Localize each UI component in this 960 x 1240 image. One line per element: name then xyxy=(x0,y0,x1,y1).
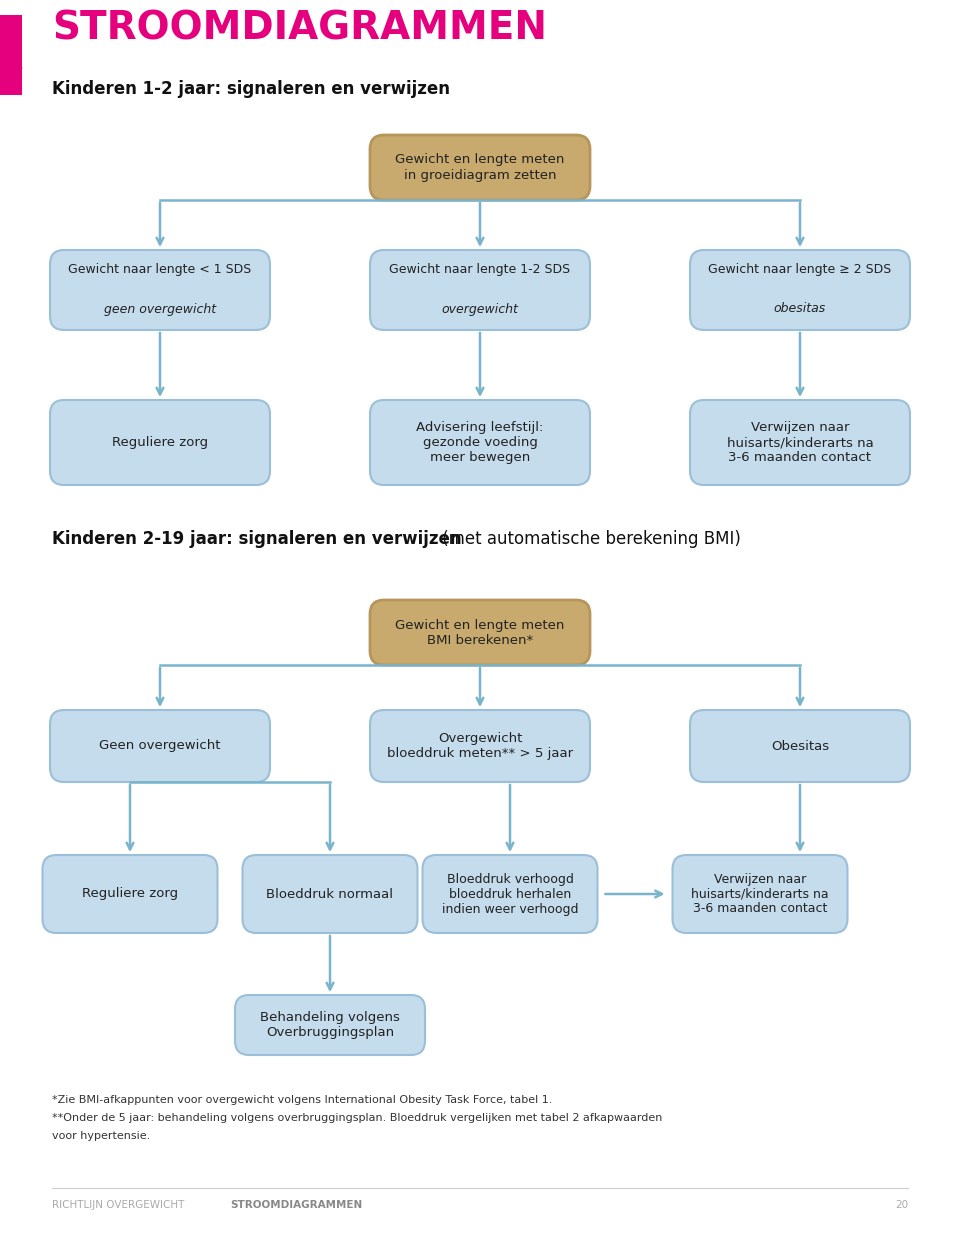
FancyBboxPatch shape xyxy=(370,250,590,330)
Text: Reguliere zorg: Reguliere zorg xyxy=(82,888,178,900)
FancyBboxPatch shape xyxy=(50,250,270,330)
FancyBboxPatch shape xyxy=(690,250,910,330)
Text: 20: 20 xyxy=(895,1200,908,1210)
Text: Kinderen 2-19 jaar: signaleren en verwijzen: Kinderen 2-19 jaar: signaleren en verwij… xyxy=(52,529,462,548)
FancyBboxPatch shape xyxy=(370,711,590,782)
FancyBboxPatch shape xyxy=(370,401,590,485)
Text: obesitas: obesitas xyxy=(774,303,827,315)
Text: voor hypertensie.: voor hypertensie. xyxy=(52,1131,151,1141)
FancyBboxPatch shape xyxy=(370,600,590,665)
FancyBboxPatch shape xyxy=(235,994,425,1055)
Text: Gewicht en lengte meten
in groeidiagram zetten: Gewicht en lengte meten in groeidiagram … xyxy=(396,154,564,181)
Text: *Zie BMI-afkappunten voor overgewicht volgens International Obesity Task Force, : *Zie BMI-afkappunten voor overgewicht vo… xyxy=(52,1095,552,1105)
FancyBboxPatch shape xyxy=(690,711,910,782)
Text: Verwijzen naar
huisarts/kinderarts na
3-6 maanden contact: Verwijzen naar huisarts/kinderarts na 3-… xyxy=(727,422,874,464)
Text: Gewicht naar lengte < 1 SDS: Gewicht naar lengte < 1 SDS xyxy=(68,264,252,277)
FancyBboxPatch shape xyxy=(50,401,270,485)
Text: Kinderen 1-2 jaar: signaleren en verwijzen: Kinderen 1-2 jaar: signaleren en verwijz… xyxy=(52,81,450,98)
FancyBboxPatch shape xyxy=(50,711,270,782)
Text: Geen overgewicht: Geen overgewicht xyxy=(99,739,221,753)
Text: Overgewicht
bloeddruk meten** > 5 jaar: Overgewicht bloeddruk meten** > 5 jaar xyxy=(387,732,573,760)
FancyBboxPatch shape xyxy=(370,135,590,200)
Text: Bloeddruk normaal: Bloeddruk normaal xyxy=(267,888,394,900)
FancyBboxPatch shape xyxy=(42,856,218,932)
Text: Gewicht naar lengte ≥ 2 SDS: Gewicht naar lengte ≥ 2 SDS xyxy=(708,264,892,277)
Text: Verwijzen naar
huisarts/kinderarts na
3-6 maanden contact: Verwijzen naar huisarts/kinderarts na 3-… xyxy=(691,873,828,915)
Text: STROOMDIAGRAMMEN: STROOMDIAGRAMMEN xyxy=(52,10,547,48)
Text: overgewicht: overgewicht xyxy=(442,303,518,315)
Text: STROOMDIAGRAMMEN: STROOMDIAGRAMMEN xyxy=(230,1200,362,1210)
Text: RICHTLIJN OVERGEWICHT: RICHTLIJN OVERGEWICHT xyxy=(52,1200,184,1210)
Text: **Onder de 5 jaar: behandeling volgens overbruggingsplan. Bloeddruk vergelijken : **Onder de 5 jaar: behandeling volgens o… xyxy=(52,1114,662,1123)
Text: Bloeddruk verhoogd
bloeddruk herhalen
indien weer verhoogd: Bloeddruk verhoogd bloeddruk herhalen in… xyxy=(442,873,578,915)
FancyBboxPatch shape xyxy=(422,856,597,932)
FancyBboxPatch shape xyxy=(0,15,22,95)
Text: Advisering leefstijl:
gezonde voeding
meer bewegen: Advisering leefstijl: gezonde voeding me… xyxy=(417,422,543,464)
Text: Obesitas: Obesitas xyxy=(771,739,829,753)
Text: geen overgewicht: geen overgewicht xyxy=(104,303,216,315)
FancyBboxPatch shape xyxy=(673,856,848,932)
Polygon shape xyxy=(0,55,22,82)
Text: (met automatische berekening BMI): (met automatische berekening BMI) xyxy=(437,529,741,548)
Text: Gewicht en lengte meten
BMI berekenen*: Gewicht en lengte meten BMI berekenen* xyxy=(396,619,564,646)
FancyBboxPatch shape xyxy=(690,401,910,485)
FancyBboxPatch shape xyxy=(243,856,418,932)
Text: Gewicht naar lengte 1-2 SDS: Gewicht naar lengte 1-2 SDS xyxy=(390,264,570,277)
Text: Reguliere zorg: Reguliere zorg xyxy=(112,436,208,449)
Text: Behandeling volgens
Overbruggingsplan: Behandeling volgens Overbruggingsplan xyxy=(260,1011,400,1039)
